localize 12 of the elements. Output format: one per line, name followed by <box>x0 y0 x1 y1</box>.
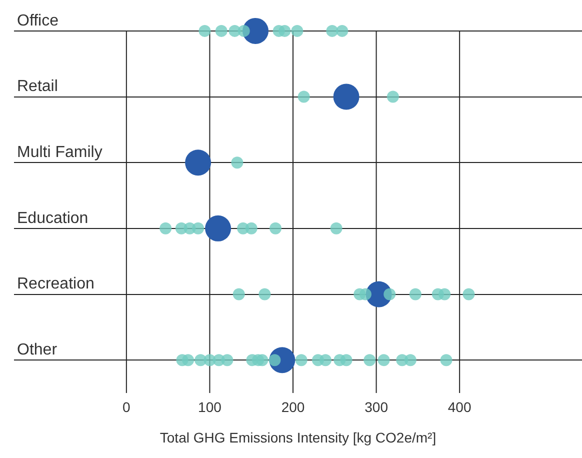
y-tick-label: Office <box>17 12 59 30</box>
x-tick-label: 300 <box>364 399 388 415</box>
y-tick-label: Education <box>17 210 88 227</box>
x-tick-label: 200 <box>281 399 305 415</box>
x-tick-label: 0 <box>122 399 131 415</box>
x-axis-title: Total GHG Emissions Intensity [kg CO2e/m²] <box>160 429 436 446</box>
y-tick-label: Other <box>17 341 58 358</box>
x-tick-label: 400 <box>448 399 472 415</box>
y-tick-label: Multi Family <box>17 144 102 161</box>
x-tick-label: 100 <box>198 399 222 415</box>
y-tick-label: Recreation <box>17 276 94 293</box>
y-tick-label: Retail <box>17 78 58 96</box>
